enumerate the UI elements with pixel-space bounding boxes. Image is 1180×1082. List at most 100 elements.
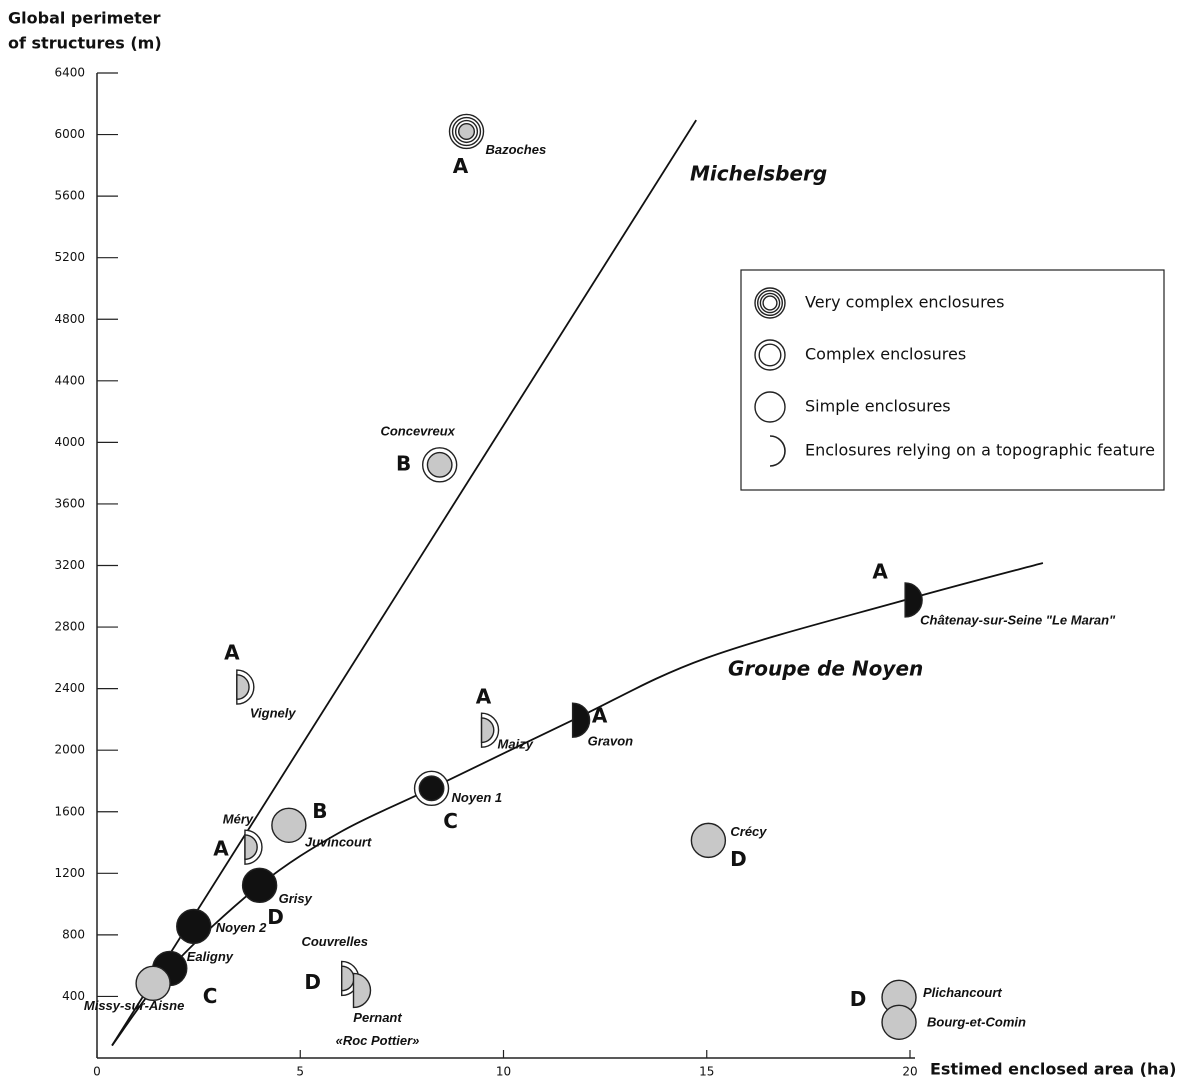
- marker-disc: [758, 343, 782, 367]
- marker: [904, 582, 923, 618]
- point-label: Missy-sur-Aisne: [84, 998, 184, 1013]
- point-label: Gravon: [588, 734, 634, 749]
- x-tick-label: 15: [699, 1065, 714, 1079]
- y-tick-label: 400: [62, 989, 85, 1003]
- marker-disc: [762, 295, 778, 311]
- point-letter: D: [730, 847, 747, 871]
- legend-label: Simple enclosures: [805, 397, 951, 416]
- marker: [571, 702, 591, 738]
- point-label: Maizy: [498, 737, 534, 752]
- marker: [690, 822, 727, 859]
- marker-disc: [241, 867, 278, 904]
- marker: [352, 972, 372, 1009]
- y-tick-label: 3600: [54, 496, 85, 510]
- marker: [754, 339, 786, 371]
- marker: [176, 908, 212, 945]
- point-letter: A: [213, 837, 229, 861]
- trend-line: [111, 562, 1044, 1047]
- y-tick-label: 6400: [54, 66, 85, 80]
- point-label: Crécy: [730, 824, 767, 839]
- legend-label: Complex enclosures: [805, 345, 966, 364]
- x-tick-label: 20: [902, 1065, 917, 1079]
- marker: [754, 287, 786, 319]
- y-axis-title: Global perimeter: [8, 9, 161, 28]
- marker-half: [244, 834, 258, 861]
- point-label: «Roc Pottier»: [336, 1033, 420, 1048]
- y-tick-label: 2000: [54, 743, 85, 757]
- marker: [271, 807, 307, 843]
- point-letter: B: [396, 451, 411, 475]
- y-tick-label: 4000: [54, 435, 85, 449]
- point-label: Ealigny: [187, 949, 234, 964]
- marker-arc: [769, 435, 786, 467]
- point-letter: D: [850, 987, 867, 1011]
- x-tick-label: 5: [296, 1065, 304, 1079]
- y-tick-label: 2800: [54, 620, 85, 634]
- legend-label: Enclosures relying on a topographic feat…: [805, 441, 1155, 460]
- point-letter: A: [453, 154, 469, 178]
- point-label: Méry: [223, 812, 254, 827]
- point-label: Plichancourt: [923, 985, 1002, 1000]
- point-label: Châtenay-sur-Seine "Le Maran": [920, 612, 1116, 627]
- marker: [421, 447, 458, 483]
- marker-disc: [457, 122, 476, 141]
- point-label: Pernant: [353, 1010, 402, 1025]
- marker-half: [904, 582, 923, 618]
- marker-half: [571, 702, 591, 738]
- marker-half: [352, 972, 372, 1009]
- marker-disc: [881, 1004, 917, 1040]
- line-label: Groupe de Noyen: [728, 657, 923, 681]
- y-tick-label: 1600: [54, 804, 85, 818]
- point-label: Noyen 2: [216, 920, 267, 935]
- marker: [448, 113, 485, 150]
- point-label: Concevreux: [380, 423, 455, 438]
- y-tick-label: 800: [62, 927, 85, 941]
- point-letter: C: [443, 809, 458, 833]
- point-label: Bourg-et-Comin: [927, 1015, 1026, 1030]
- point-letter: B: [312, 799, 327, 823]
- marker-disc: [418, 775, 445, 802]
- marker: [413, 770, 450, 807]
- legend-box: [740, 269, 1165, 491]
- x-tick-label: 0: [93, 1065, 101, 1079]
- y-tick-label: 4800: [54, 312, 85, 326]
- marker: [480, 712, 500, 748]
- trend-line: [111, 119, 697, 1047]
- marker: [241, 867, 278, 904]
- point-label: Bazoches: [486, 142, 547, 157]
- marker-disc: [754, 391, 786, 423]
- point-letter: D: [304, 970, 321, 994]
- y-tick-label: 5600: [54, 189, 85, 203]
- point-letter: A: [872, 559, 888, 583]
- point-letter: A: [592, 704, 608, 728]
- point-letter: A: [476, 685, 492, 709]
- marker-half: [480, 717, 495, 744]
- y-tick-label: 6000: [54, 127, 85, 141]
- point-letter: C: [203, 984, 218, 1008]
- marker: [244, 829, 263, 865]
- y-tick-label: 2400: [54, 681, 85, 695]
- point-label: Couvrelles: [301, 934, 367, 949]
- y-tick-label: 4400: [54, 373, 85, 387]
- marker: [135, 965, 171, 1002]
- x-tick-label: 10: [496, 1065, 511, 1079]
- legend-label: Very complex enclosures: [805, 293, 1004, 312]
- point-label: Vignely: [250, 706, 297, 721]
- line-label: Michelsberg: [690, 162, 827, 186]
- x-axis-title: Estimed enclosed area (ha): [930, 1060, 1176, 1079]
- point-label: Juvincourt: [305, 835, 372, 850]
- point-letter: D: [267, 905, 284, 929]
- point-label: Grisy: [279, 891, 313, 906]
- marker: [769, 435, 786, 467]
- marker-disc: [271, 807, 307, 843]
- point-label: Noyen 1: [452, 790, 503, 805]
- marker-disc: [135, 965, 171, 1002]
- marker: [236, 669, 255, 705]
- marker-half: [236, 674, 250, 701]
- y-tick-label: 3200: [54, 558, 85, 572]
- marker: [881, 1004, 917, 1040]
- marker: [754, 391, 786, 423]
- marker-disc: [176, 908, 212, 945]
- y-axis-title: of structures (m): [8, 34, 162, 53]
